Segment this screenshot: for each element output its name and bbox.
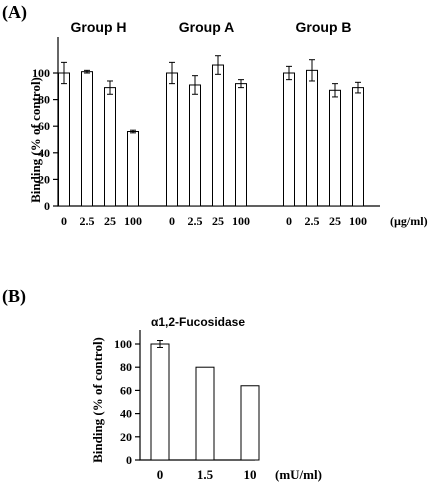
panel-a-label: (A) [2, 2, 27, 23]
panel-b-y-tick-label: 20 [120, 430, 132, 444]
panel-a-y-tick-label: 40 [38, 146, 50, 160]
panel-a-error-bar [332, 83, 338, 98]
panel-a-group-title: Group H [71, 19, 127, 35]
panel-b-y-tick-label: 100 [114, 337, 132, 351]
panel-a-error-bar [61, 61, 67, 85]
panel-a-error-bar [192, 75, 198, 95]
panel-a-group-titles: Group H Group A Group B [71, 19, 352, 35]
panel-a-x-tick-label: 2.5 [80, 214, 95, 228]
panel-b-x-tick-label: 10 [244, 467, 257, 482]
panel-b-y-axis: 0 20 40 60 80 100 [114, 337, 140, 467]
panel-b-y-axis-label: Binding (% of control) [90, 337, 105, 463]
panel-b-y-tick-label: 60 [120, 383, 132, 397]
panel-a-bar [352, 87, 364, 207]
panel-a-bar [81, 71, 93, 207]
panel-a-y-tick-label: 100 [32, 66, 50, 80]
panel-a-group-title: Group A [179, 19, 234, 35]
panel-a-x-tick-label: 0 [286, 214, 292, 228]
panel-b-y-tick-label: 40 [120, 407, 132, 421]
panel-b-bar [150, 343, 170, 461]
panel-b-title: α1,2-Fucosidase [151, 315, 245, 329]
panel-a-y-axis: 0 20 40 60 80 100 [32, 66, 58, 213]
panel-a-error-bar [84, 69, 90, 74]
panel-a-plot: 0 2.5 25 100 0 2.5 25 100 0 2.5 25 100 [57, 37, 380, 228]
panel-a-x-tick-label: 2.5 [305, 214, 320, 228]
panel-b-x-tick-label: 0 [157, 467, 164, 482]
panel-a-bar [212, 64, 224, 207]
panel-a-x-tick-label: 0 [169, 214, 175, 228]
panel-a-unit-label: (µg/ml) [390, 214, 428, 228]
panel-a-x-tick-label: 25 [212, 214, 224, 228]
panel-a-bar [58, 72, 70, 207]
panel-a-x-tick-label: 25 [329, 214, 341, 228]
panel-a-bar [166, 72, 178, 207]
panel-a-error-bar [238, 79, 244, 89]
panel-b-label: (B) [2, 286, 26, 307]
panel-a-x-tick-label: 2.5 [188, 214, 203, 228]
panel-a-error-bar [169, 61, 175, 85]
panel-b-unit-label: (mU/ml) [275, 467, 322, 482]
panel-a-x-tick-label: 100 [232, 214, 250, 228]
panel-b-x-tick-label: 1.5 [197, 467, 214, 482]
panel-b-axes [139, 330, 255, 461]
panel-a-error-bar [130, 129, 136, 134]
panel-a-x-tick-label: 100 [124, 214, 142, 228]
panel-a-y-tick-label: 60 [38, 119, 50, 133]
panel-a-bar [189, 84, 201, 207]
panel-a-y-tick-label: 20 [38, 172, 50, 186]
panel-a-x-tick-label: 0 [61, 214, 67, 228]
panel-b-y-tick-label: 80 [120, 360, 132, 374]
panel-a-bar [283, 72, 295, 207]
panel-b-bar [240, 385, 260, 461]
panel-a-error-bar [309, 59, 315, 82]
panel-a-y-axis-label: Binding (% of control) [28, 77, 43, 203]
panel-a-bar [235, 83, 247, 207]
panel-a-error-bar [107, 80, 113, 95]
panel-a-x-tick-label: 25 [104, 214, 116, 228]
panel-a-group-title: Group B [296, 19, 352, 35]
panel-a-bar [329, 89, 341, 207]
panel-a-bar [104, 87, 116, 207]
panel-a-bar [127, 131, 139, 207]
panel-a-error-bar [286, 65, 292, 81]
panel-a-error-bar [355, 81, 361, 94]
panel-a-bar [306, 69, 318, 207]
panel-a-x-tick-label: 100 [349, 214, 367, 228]
panel-b-y-tick-label: 0 [126, 453, 132, 467]
panel-b-error-bar [157, 340, 163, 348]
panel-b-bar [195, 366, 215, 461]
panel-a-y-tick-label: 80 [38, 93, 50, 107]
panel-b-plot: 0 1.5 10 [139, 330, 260, 482]
panel-a-y-tick-label: 0 [44, 199, 50, 213]
panel-a-error-bar [215, 55, 221, 75]
